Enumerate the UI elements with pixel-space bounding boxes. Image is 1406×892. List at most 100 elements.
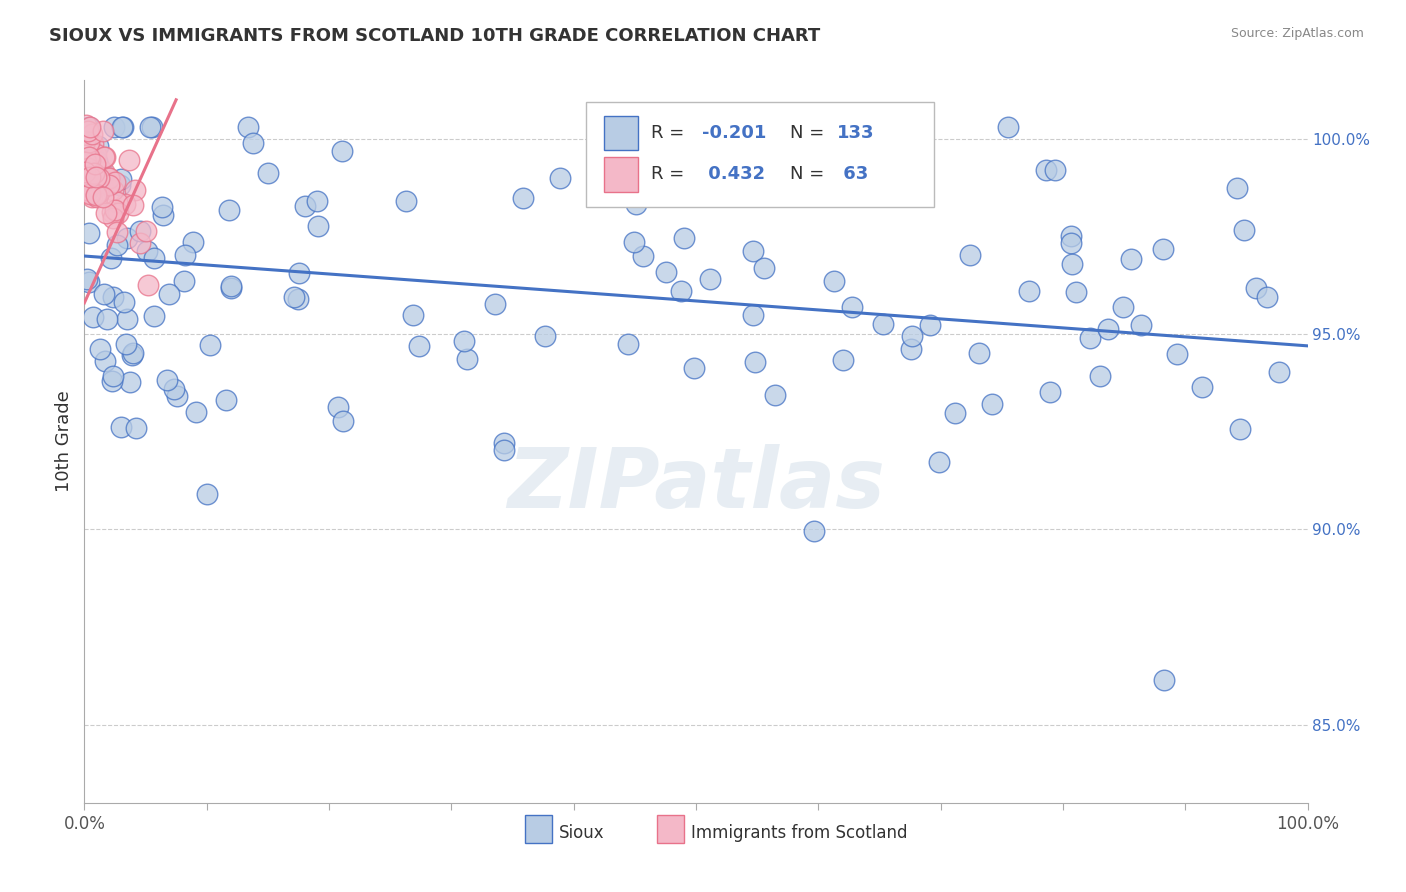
- Point: [221, 280, 243, 294]
- Point: [103, 120, 125, 135]
- Point: [181, 235, 204, 250]
- Point: [173, 274, 195, 288]
- Point: [1035, 162, 1057, 177]
- Point: [1060, 228, 1083, 243]
- Point: [112, 294, 135, 309]
- Point: [395, 194, 418, 209]
- Point: [76, 183, 98, 197]
- Point: [1018, 284, 1040, 298]
- Point: [100, 205, 122, 219]
- Point: [80, 172, 103, 186]
- Point: [218, 203, 240, 218]
- Point: [93, 166, 115, 180]
- Point: [96, 312, 118, 326]
- Point: [79, 170, 101, 185]
- Point: [83, 166, 105, 180]
- Point: [332, 414, 354, 428]
- Point: [79, 186, 101, 201]
- Point: [630, 164, 652, 178]
- Point: [103, 183, 125, 197]
- Point: [236, 120, 259, 135]
- Point: [669, 285, 692, 299]
- Point: [305, 194, 328, 209]
- Point: [111, 120, 134, 135]
- Point: [803, 524, 825, 539]
- Point: [105, 195, 128, 210]
- Point: [1226, 180, 1249, 194]
- Point: [108, 178, 131, 192]
- Point: [918, 318, 941, 332]
- Point: [150, 200, 173, 214]
- Point: [626, 196, 648, 211]
- Point: [79, 120, 101, 135]
- Point: [1267, 365, 1289, 379]
- Point: [900, 328, 922, 343]
- Point: [1112, 300, 1135, 314]
- Point: [1152, 242, 1174, 256]
- Point: [100, 251, 122, 265]
- Point: [754, 260, 776, 275]
- Text: R =: R =: [651, 124, 690, 142]
- Point: [142, 251, 165, 265]
- Point: [1229, 421, 1251, 435]
- Point: [219, 279, 242, 293]
- Point: [76, 167, 98, 181]
- Point: [484, 297, 506, 311]
- Point: [494, 436, 516, 450]
- Point: [91, 189, 114, 203]
- Point: [77, 226, 100, 240]
- FancyBboxPatch shape: [586, 102, 935, 207]
- Point: [256, 165, 278, 179]
- Point: [73, 153, 96, 168]
- Point: [166, 389, 188, 403]
- Point: [86, 190, 108, 204]
- FancyBboxPatch shape: [605, 116, 638, 151]
- Point: [307, 219, 329, 233]
- Point: [138, 278, 160, 293]
- Point: [107, 206, 129, 220]
- Point: [1153, 673, 1175, 687]
- Point: [79, 186, 101, 201]
- Point: [453, 334, 475, 348]
- Point: [959, 248, 981, 262]
- Point: [1064, 285, 1087, 299]
- Point: [84, 146, 107, 161]
- Point: [616, 336, 638, 351]
- Point: [655, 265, 678, 279]
- Point: [118, 375, 141, 389]
- Point: [97, 170, 120, 185]
- Point: [121, 348, 143, 362]
- Point: [195, 487, 218, 501]
- Point: [550, 171, 572, 186]
- Point: [688, 159, 710, 173]
- Point: [86, 186, 108, 200]
- Point: [1244, 281, 1267, 295]
- Point: [96, 206, 118, 220]
- Point: [142, 310, 165, 324]
- Point: [75, 118, 97, 132]
- Point: [75, 135, 97, 149]
- Point: [215, 393, 238, 408]
- Point: [77, 275, 100, 289]
- Point: [114, 197, 136, 211]
- Point: [967, 346, 990, 360]
- Point: [84, 188, 107, 202]
- Point: [173, 248, 195, 262]
- FancyBboxPatch shape: [657, 815, 683, 843]
- Point: [115, 312, 138, 326]
- Point: [73, 165, 96, 179]
- Point: [97, 178, 120, 192]
- Point: [124, 183, 146, 197]
- Point: [75, 183, 97, 197]
- Point: [823, 274, 845, 288]
- Point: [98, 177, 121, 191]
- Point: [294, 199, 316, 213]
- Point: [105, 238, 128, 252]
- Point: [104, 175, 127, 189]
- Point: [683, 360, 706, 375]
- Point: [76, 161, 98, 175]
- Point: [533, 328, 555, 343]
- Point: [129, 224, 152, 238]
- Text: N =: N =: [790, 165, 830, 183]
- Point: [616, 186, 638, 201]
